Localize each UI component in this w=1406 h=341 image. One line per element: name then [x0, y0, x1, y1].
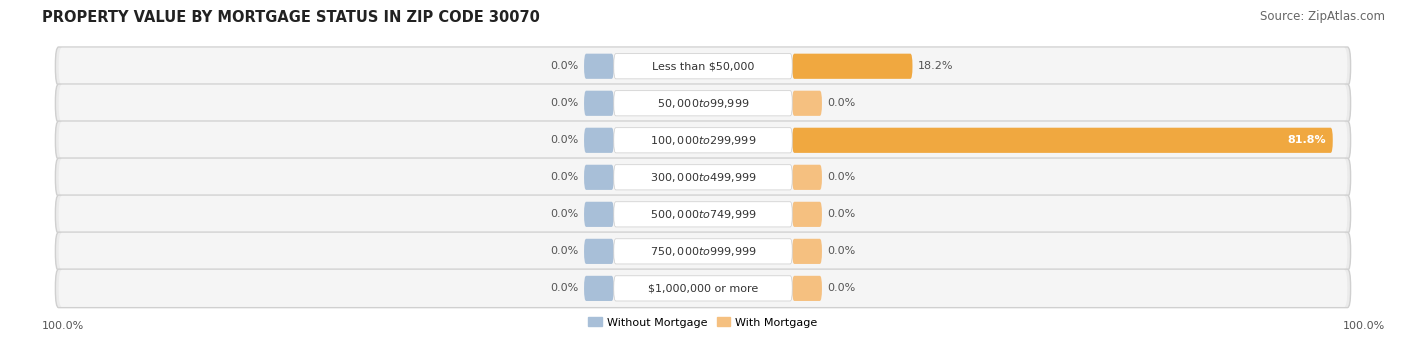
FancyBboxPatch shape	[583, 91, 614, 116]
Text: 0.0%: 0.0%	[551, 246, 579, 256]
Text: $300,000 to $499,999: $300,000 to $499,999	[650, 171, 756, 184]
Text: 81.8%: 81.8%	[1288, 135, 1326, 145]
Text: 0.0%: 0.0%	[551, 61, 579, 71]
Text: 0.0%: 0.0%	[827, 98, 855, 108]
Text: PROPERTY VALUE BY MORTGAGE STATUS IN ZIP CODE 30070: PROPERTY VALUE BY MORTGAGE STATUS IN ZIP…	[42, 10, 540, 25]
FancyBboxPatch shape	[59, 233, 1347, 270]
FancyBboxPatch shape	[583, 239, 614, 264]
FancyBboxPatch shape	[792, 54, 912, 79]
Text: 18.2%: 18.2%	[918, 61, 953, 71]
FancyBboxPatch shape	[59, 270, 1347, 307]
Text: 0.0%: 0.0%	[551, 209, 579, 219]
FancyBboxPatch shape	[792, 202, 823, 227]
Text: $750,000 to $999,999: $750,000 to $999,999	[650, 245, 756, 258]
Text: 0.0%: 0.0%	[827, 172, 855, 182]
FancyBboxPatch shape	[59, 85, 1347, 122]
FancyBboxPatch shape	[583, 202, 614, 227]
FancyBboxPatch shape	[792, 239, 823, 264]
Text: Less than $50,000: Less than $50,000	[652, 61, 754, 71]
FancyBboxPatch shape	[583, 54, 614, 79]
FancyBboxPatch shape	[792, 128, 1333, 153]
FancyBboxPatch shape	[55, 84, 1351, 122]
FancyBboxPatch shape	[55, 47, 1351, 86]
FancyBboxPatch shape	[614, 128, 792, 153]
FancyBboxPatch shape	[55, 269, 1351, 308]
Text: 100.0%: 100.0%	[1343, 321, 1385, 331]
FancyBboxPatch shape	[614, 91, 792, 116]
FancyBboxPatch shape	[614, 276, 792, 301]
FancyBboxPatch shape	[614, 54, 792, 79]
FancyBboxPatch shape	[55, 158, 1351, 196]
FancyBboxPatch shape	[59, 159, 1347, 196]
FancyBboxPatch shape	[614, 165, 792, 190]
FancyBboxPatch shape	[583, 128, 614, 153]
FancyBboxPatch shape	[55, 195, 1351, 234]
Text: 0.0%: 0.0%	[827, 209, 855, 219]
Text: 0.0%: 0.0%	[827, 246, 855, 256]
FancyBboxPatch shape	[792, 165, 823, 190]
Text: $100,000 to $299,999: $100,000 to $299,999	[650, 134, 756, 147]
Text: $500,000 to $749,999: $500,000 to $749,999	[650, 208, 756, 221]
Text: Source: ZipAtlas.com: Source: ZipAtlas.com	[1260, 10, 1385, 23]
FancyBboxPatch shape	[59, 122, 1347, 159]
Text: 100.0%: 100.0%	[42, 321, 84, 331]
FancyBboxPatch shape	[583, 276, 614, 301]
FancyBboxPatch shape	[614, 239, 792, 264]
Text: 0.0%: 0.0%	[551, 135, 579, 145]
Text: 0.0%: 0.0%	[551, 283, 579, 293]
FancyBboxPatch shape	[55, 121, 1351, 160]
FancyBboxPatch shape	[583, 165, 614, 190]
FancyBboxPatch shape	[614, 202, 792, 227]
Text: 0.0%: 0.0%	[551, 172, 579, 182]
Text: 0.0%: 0.0%	[551, 98, 579, 108]
FancyBboxPatch shape	[59, 48, 1347, 85]
Text: 0.0%: 0.0%	[827, 283, 855, 293]
Text: $50,000 to $99,999: $50,000 to $99,999	[657, 97, 749, 110]
FancyBboxPatch shape	[55, 232, 1351, 271]
FancyBboxPatch shape	[792, 276, 823, 301]
FancyBboxPatch shape	[792, 91, 823, 116]
FancyBboxPatch shape	[59, 196, 1347, 233]
Legend: Without Mortgage, With Mortgage: Without Mortgage, With Mortgage	[583, 313, 823, 332]
Text: $1,000,000 or more: $1,000,000 or more	[648, 283, 758, 293]
